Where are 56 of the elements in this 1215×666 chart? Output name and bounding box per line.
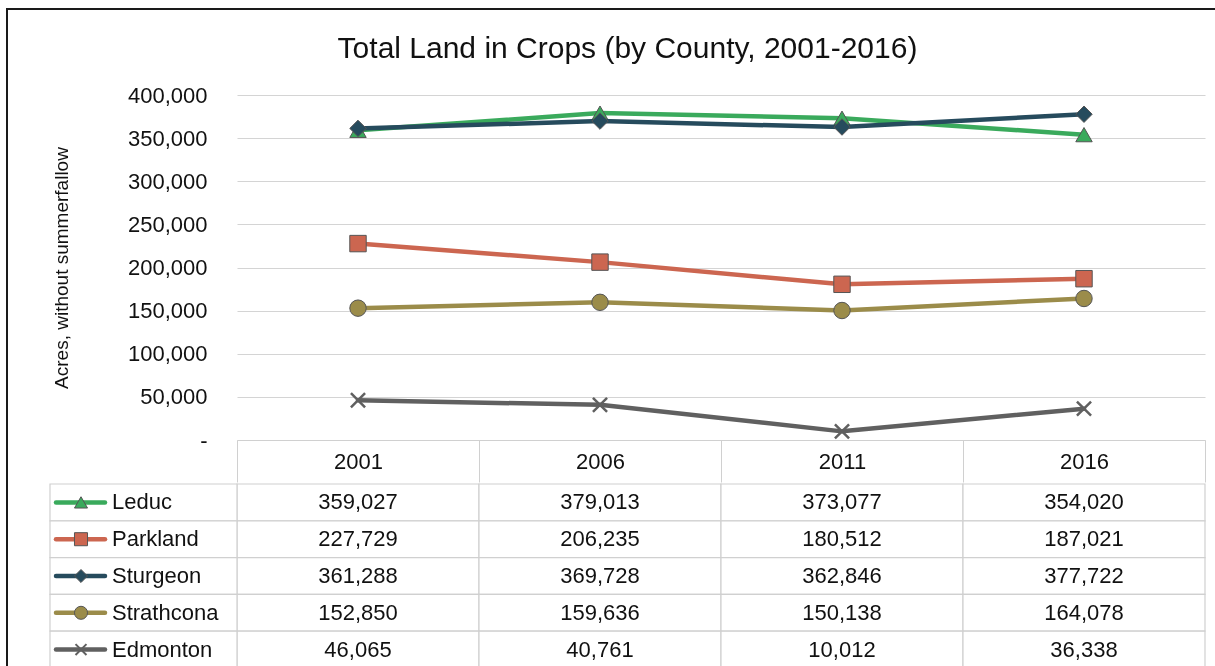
x-tick-label: 2011 (818, 448, 867, 474)
legend-label: Parkland (112, 526, 199, 552)
data-label: 377,722 (1044, 563, 1124, 588)
point (1075, 105, 1093, 123)
point (1075, 269, 1093, 288)
point (1075, 127, 1093, 143)
data-label: 10,012 (808, 636, 876, 662)
y-tick-label: - (200, 427, 208, 453)
data-label: 187,021 (1044, 526, 1124, 552)
y-tick-label: 250,000 (127, 211, 208, 237)
data-label: 362,846 (802, 563, 882, 588)
point (833, 275, 851, 294)
data-label: 36,338 (1050, 636, 1118, 662)
data-label: 152,850 (318, 599, 398, 625)
data-label: 164,078 (1044, 599, 1124, 625)
point (349, 391, 367, 409)
y-tick-label: 350,000 (127, 125, 208, 151)
point (349, 299, 367, 317)
point (591, 396, 609, 414)
point (1075, 289, 1093, 308)
chart-title: Total Land in Crops (by County, 2001-2016) (337, 31, 918, 64)
legend-label: Leduc (112, 489, 172, 515)
data-label: 159,636 (560, 599, 640, 625)
data-label: 40,761 (566, 636, 634, 662)
data-label: 150,138 (802, 599, 882, 625)
point (833, 301, 851, 320)
point (591, 293, 609, 312)
data-label: 354,020 (1044, 489, 1124, 515)
legend-label: Strathcona (112, 599, 220, 625)
y-tick-label: 400,000 (127, 82, 208, 108)
x-tick-label: 2001 (334, 448, 383, 474)
y-tick-label: 100,000 (127, 341, 208, 367)
y-tick-label: 50,000 (140, 384, 208, 410)
legend-label: Sturgeon (112, 563, 202, 588)
y-tick-label: 300,000 (127, 168, 208, 194)
point (591, 253, 609, 271)
point (591, 112, 609, 130)
y-tick-label: 150,000 (127, 298, 208, 324)
point (1075, 400, 1093, 417)
y-tick-label: 200,000 (127, 255, 208, 280)
legend-label: Edmonton (112, 636, 213, 662)
data-label: 359,027 (318, 489, 398, 515)
y-axis-title: Acres, without summerfallow (50, 146, 72, 389)
point (833, 118, 851, 136)
data-label: 361,288 (318, 563, 398, 588)
point (349, 234, 367, 253)
x-tick-label: 2006 (576, 448, 625, 474)
data-label: 373,077 (802, 489, 882, 515)
data-label: 46,065 (324, 636, 392, 662)
data-label: 379,013 (560, 489, 640, 515)
data-label: 369,728 (560, 563, 640, 588)
data-label: 206,235 (560, 526, 640, 552)
point (833, 423, 851, 440)
x-tick-label: 2016 (1060, 448, 1109, 474)
data-label: 227,729 (318, 526, 398, 552)
data-label: 180,512 (802, 526, 882, 552)
